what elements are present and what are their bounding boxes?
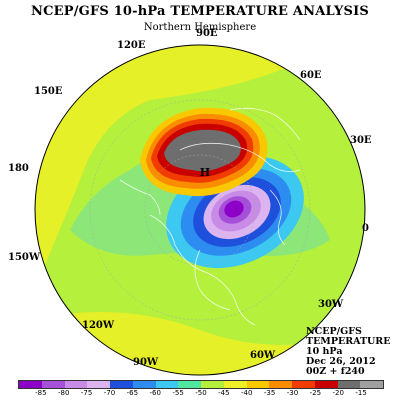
colorbar-tick-label: -60 (149, 389, 161, 397)
colorbar-tick-label: -35 (263, 389, 276, 397)
colorbar-tick-label: -70 (103, 389, 116, 397)
colorbar-tick-label: -30 (286, 389, 299, 397)
colorbar-tick-label: -75 (80, 389, 93, 397)
map-title: NCEP/GFS 10-hPa TEMPERATURE ANALYSIS (30, 4, 369, 19)
colorbar-segment (155, 381, 179, 388)
colorbar-segment (87, 381, 110, 388)
colorbar-tick-label: -50 (195, 389, 207, 397)
colorbar-segment (246, 381, 270, 388)
lon-label-180: 180 (8, 163, 29, 174)
colorbar-tick-label: -55 (172, 389, 184, 397)
colorbar-segment (64, 381, 88, 388)
colorbar-segment (269, 381, 292, 388)
lon-label-30w: 30W (318, 299, 344, 310)
continent-outlines (119, 107, 301, 326)
colorbar-segment (201, 381, 224, 388)
colorbar (18, 380, 384, 389)
lon-label-60e: 60E (300, 70, 322, 81)
info-date: Dec 26, 2012 (306, 356, 376, 367)
colorbar-segment (19, 381, 42, 388)
info-variable: TEMPERATURE (306, 336, 391, 347)
colorbar-segment (360, 381, 383, 388)
graticule (89, 99, 311, 321)
colorbar-segment (223, 381, 247, 388)
colorbar-segment (41, 381, 65, 388)
colorbar-segment (337, 381, 361, 388)
lon-label-60w: 60W (250, 350, 276, 361)
colorbar-tick-label: -80 (58, 389, 70, 397)
info-block: NCEP/GFS TEMPERATURE 10 hPa Dec 26, 2012… (306, 327, 390, 377)
lon-label-90w: 90W (133, 357, 159, 368)
info-level: 10 hPa (306, 346, 343, 357)
lon-label-0: 0 (362, 223, 369, 234)
warm-core (164, 129, 241, 172)
colorbar-segment (178, 381, 201, 388)
colorbar-tick-label: -45 (218, 389, 230, 397)
lon-label-120w: 120W (82, 320, 115, 331)
colorbar-segment (314, 381, 338, 388)
colorbar-tick-label: -85 (35, 389, 47, 397)
lon-label-120e: 120E (117, 40, 146, 51)
colorbar-tick-label: -65 (126, 389, 139, 397)
colorbar-segment (132, 381, 156, 388)
colorbar-segment (110, 381, 133, 388)
colorbar-tick-label: -25 (309, 389, 322, 397)
lon-label-90e: 90E (196, 28, 218, 39)
lon-label-30e: 30E (350, 135, 372, 146)
colorbar-tick-label: -15 (355, 389, 367, 397)
yellow-band (35, 45, 365, 300)
colorbar-segment (292, 381, 315, 388)
info-time: 00Z + f240 (306, 366, 365, 377)
colorbar-tick-label: -20 (332, 389, 344, 397)
colorbar-labels: -85 -80 -75 -70 -65 -60 -55 -50 -45 -40 -35 -30 -25 -… (18, 389, 384, 399)
map-border (34, 44, 366, 376)
high-pressure-label: H (200, 166, 210, 179)
colorbar-tick-label: -40 (241, 389, 253, 397)
cold-core (224, 200, 244, 218)
map-subtitle: Northern Hemisphere (143, 22, 257, 33)
lon-label-150e: 150E (34, 86, 63, 97)
info-source: NCEP/GFS (306, 326, 362, 337)
lon-label-150w: 150W (8, 252, 41, 263)
